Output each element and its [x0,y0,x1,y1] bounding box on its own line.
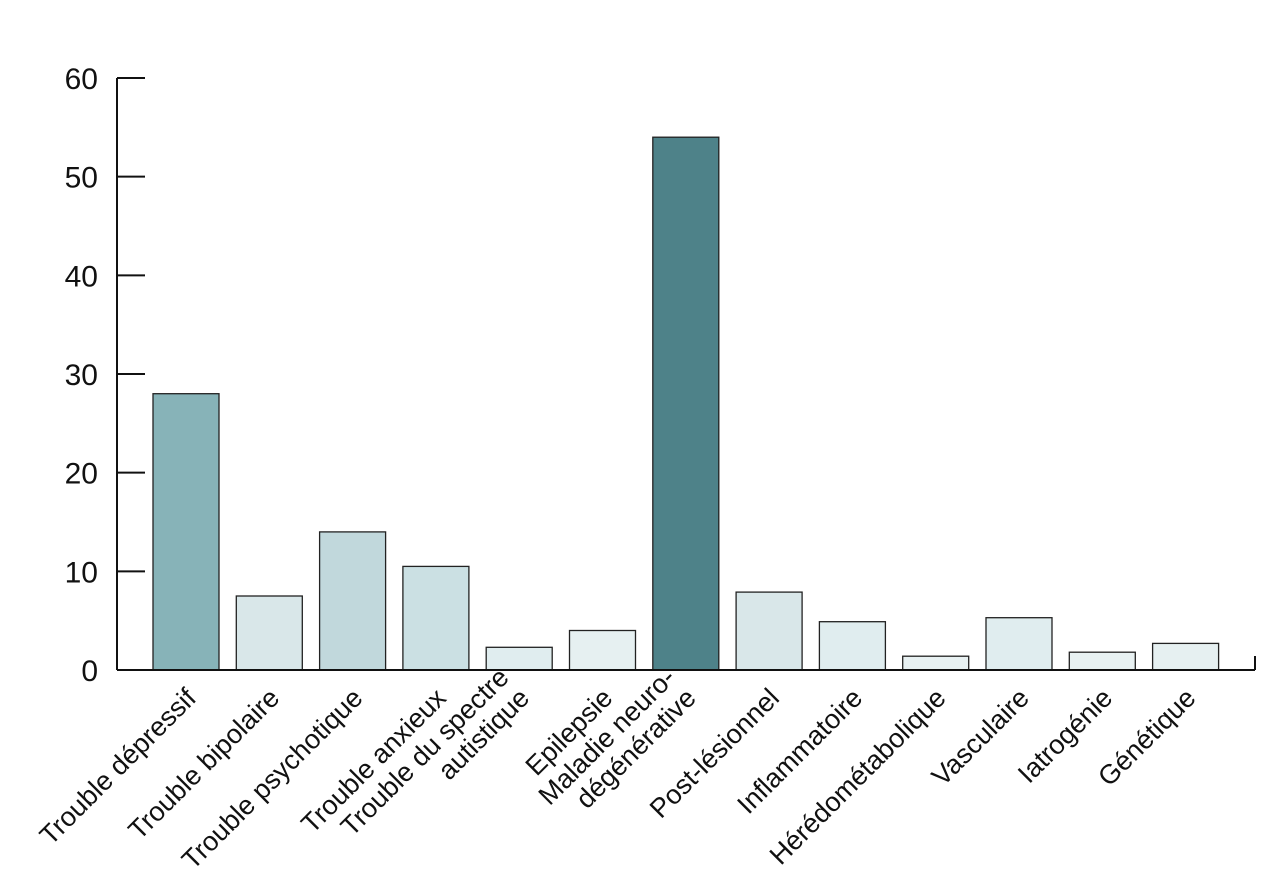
bar-3 [402,565,470,671]
category-label-0-line-0: Trouble dépressif [34,682,202,850]
bar-1 [235,595,303,671]
x-axis [117,656,1256,671]
bar-0 [152,393,220,671]
y-tick-label-40: 40 [65,260,98,293]
bar-6 [652,136,720,671]
y-tick-label-0: 0 [81,655,98,688]
y-tick-label-60: 60 [65,63,98,96]
bars-group [152,136,1220,671]
y-tick-label-20: 20 [65,458,98,491]
category-label-1-line-0: Trouble bipolaire [122,683,285,846]
y-tick-label-50: 50 [65,162,98,195]
y-tick-label-10: 10 [65,556,98,589]
y-tick-label-30: 30 [65,359,98,392]
y-axis [116,77,145,671]
y-tick-labels: 0 10 20 30 40 50 60 [65,63,98,688]
category-label-1: Trouble bipolaire [122,683,285,846]
bar-7 [735,591,803,671]
bar-12 [1151,642,1220,671]
bar-9 [902,655,970,671]
bar-2 [318,531,387,671]
bar-5 [568,629,637,671]
bar-8 [818,621,887,671]
bar-10 [985,617,1053,671]
bar-11 [1068,651,1136,671]
category-label-0: Trouble dépressif [34,682,202,850]
